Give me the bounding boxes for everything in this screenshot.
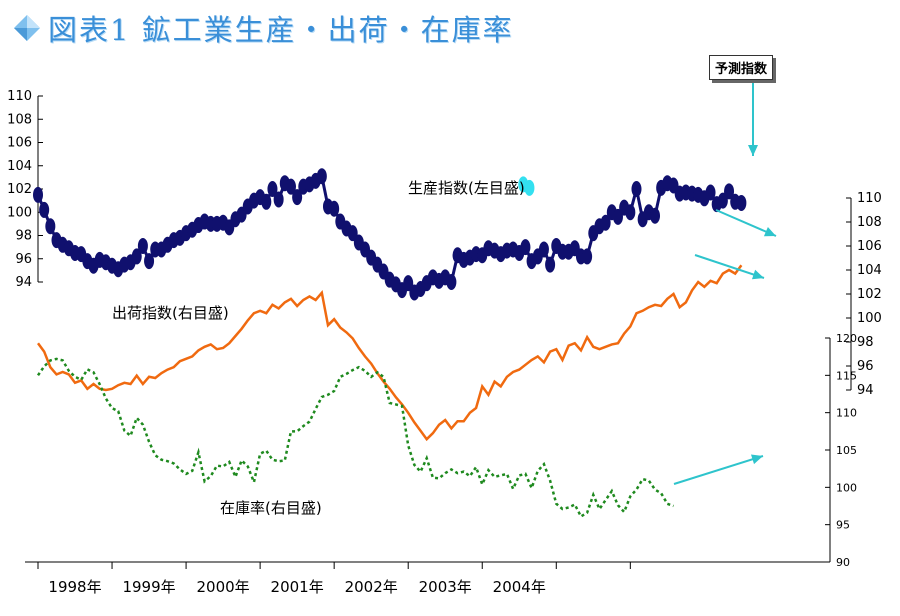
right2-tick-label: 100 [836,481,857,494]
left-tick-label: 102 [7,182,32,197]
x-tick-label: 2002年 [345,578,398,596]
shipments-label: 出荷指数(右目盛) [112,304,229,322]
chart-title: 図表1 鉱工業生産・出荷・在庫率 [12,8,514,48]
inventory-line [36,357,674,519]
production-point [520,239,531,256]
right1-tick-label: 96 [857,359,874,374]
x-tick-label: 1999年 [122,578,175,596]
left-tick-label: 108 [7,112,32,127]
forecast-callout-arrow-head [748,145,758,156]
right1-tick-label: 100 [857,311,882,326]
production-point [705,184,716,201]
left-tick-label: 106 [7,136,32,151]
shipments-trend-arrow [694,254,765,279]
production-trend-arrow-head [763,227,776,237]
left-tick-label: 104 [7,159,32,174]
production-point [600,214,611,231]
x-tick-label: 2001年 [271,578,324,596]
production-label: 生産指数(左目盛) [408,179,525,197]
left-tick-label: 98 [15,229,32,244]
right1-tick-label: 110 [857,191,882,206]
production-point [582,248,593,265]
shipments-trend-arrow-head [751,269,764,280]
production-point [292,189,303,206]
x-tick-label: 2004年 [493,578,546,596]
forecast-point [524,179,535,196]
inventory-trend-arrow-head [751,454,763,465]
right1-tick-label: 102 [857,287,882,302]
production-point [137,237,148,254]
x-tick-label: 1998年 [48,578,101,596]
inventory-label: 在庫率(右目盛) [220,499,322,517]
production-point [724,183,735,200]
production-point [131,248,142,265]
production-point [273,191,284,208]
right2-tick-label: 105 [836,444,857,457]
right2-tick-label: 110 [836,407,857,420]
production-point [144,253,155,270]
production-point [316,168,327,185]
production-point [285,178,296,195]
production-point [545,256,556,273]
right1-tick-label: 108 [857,215,882,230]
production-point [538,241,549,258]
left-tick-label: 100 [7,205,32,220]
right2-tick-label: 90 [836,556,850,569]
right2-tick-label: 115 [836,369,857,382]
shipments-line [36,264,743,442]
production-point [625,204,636,221]
right1-tick-label: 106 [857,239,882,254]
left-tick-label: 96 [15,252,32,267]
right2-tick-label: 120 [836,332,857,345]
production-point [267,181,278,197]
production-point [631,181,642,197]
right2-tick-label: 95 [836,519,850,532]
inventory-trend-arrow [673,455,764,485]
left-tick-label: 110 [7,89,32,104]
production-point [329,200,340,217]
production-point [261,193,272,210]
production-point [39,201,50,218]
forecast-callout: 予測指数 [709,55,774,80]
diamond-icon [14,15,40,41]
production-point [736,194,747,211]
right1-tick-label: 94 [857,383,874,398]
production-point [650,207,660,224]
production-point [45,218,56,235]
x-tick-label: 2003年 [419,578,472,596]
left-tick-label: 94 [15,275,32,290]
production-point [446,274,457,290]
right1-tick-label: 104 [857,263,882,278]
title-text: 図表1 鉱工業生産・出荷・在庫率 [48,13,514,47]
x-tick-label: 2000年 [197,578,250,596]
production-point [33,186,43,203]
right1-tick-label: 98 [857,335,874,350]
